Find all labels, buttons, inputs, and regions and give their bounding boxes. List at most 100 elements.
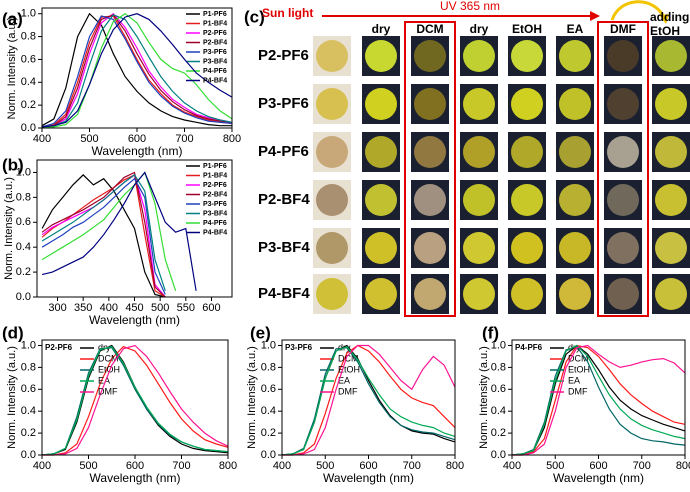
- spectrum-line: [41, 12, 233, 128]
- row-label: P3-PF6: [258, 95, 309, 112]
- spectrum-line: [41, 171, 197, 291]
- legend-label: P1-PF6: [203, 163, 227, 170]
- sample-powder: [559, 278, 591, 310]
- x-tick-label: 700: [403, 460, 421, 472]
- sample-label: P2-PF6: [45, 343, 73, 352]
- legend-label: P3-PF6: [203, 49, 227, 56]
- sample-powder: [511, 184, 543, 216]
- y-tick-label: 0.2: [16, 266, 31, 278]
- photo-grid: dry DCM dry EtOH EA DMF P2-PF6 P3-PF6 P4-PF6 P2-B…: [258, 22, 690, 314]
- sample-powder: [511, 88, 543, 120]
- sample-powder: [511, 40, 543, 72]
- x-tick-label: 400: [503, 460, 521, 472]
- y-tick-label: 0.4: [21, 76, 36, 88]
- y-axis-label: Norm. Intensity (a.u.): [3, 177, 15, 280]
- x-tick-label: 500: [316, 460, 334, 472]
- spectrum-line: [281, 347, 456, 456]
- x-axis-label: Wavelength (nm): [323, 471, 414, 485]
- spectrum-line: [281, 345, 456, 456]
- y-tick-label: 1.0: [16, 166, 31, 178]
- legend-label: DCM: [568, 353, 589, 363]
- spectrum-line: [41, 14, 233, 128]
- sample-label: P4-PF6: [515, 343, 543, 352]
- x-axis-label: Wavelength (nm): [89, 313, 180, 327]
- sample-powder: [316, 88, 348, 120]
- sun-light-label: Sun light: [262, 6, 313, 20]
- plot-frame: [511, 339, 686, 456]
- legend-label: P1-BF4: [203, 20, 227, 27]
- sample-powder: [559, 232, 591, 264]
- legend-label: P4-BF4: [203, 229, 227, 236]
- x-tick-label: 400: [33, 133, 51, 145]
- x-tick-label: 700: [175, 133, 193, 145]
- legend-label: EtOH: [98, 364, 120, 374]
- legend-label: P3-BF4: [203, 58, 227, 65]
- spectrum-line: [41, 12, 232, 127]
- y-tick-label: 1.0: [491, 339, 506, 351]
- y-tick-label: 0.0: [261, 449, 276, 461]
- sample-powder: [511, 232, 543, 264]
- uv-label: UV 365 nm: [440, 0, 500, 13]
- y-tick-label: 0.0: [16, 291, 31, 303]
- y-tick-label: 0.0: [21, 122, 36, 134]
- spectrum-line: [41, 171, 166, 298]
- add-arrow: [610, 0, 666, 21]
- spectrum-line: [41, 171, 177, 291]
- legend-label: P4-PF6: [203, 220, 227, 227]
- sample-powder: [607, 278, 639, 310]
- sample-powder: [607, 40, 639, 72]
- x-tick-label: 700: [633, 460, 651, 472]
- sample-powder: [607, 136, 639, 168]
- spectrum-line: [42, 344, 229, 456]
- panel-label: (a): [2, 9, 23, 28]
- x-tick-label: 500: [546, 460, 564, 472]
- spectrum-line: [41, 15, 233, 128]
- spectrum-line: [41, 177, 166, 295]
- x-tick-label: 800: [446, 460, 464, 472]
- legend-label: EA: [338, 375, 350, 385]
- x-axis-label: Wavelength (nm): [90, 471, 181, 485]
- x-tick-label: 400: [273, 460, 291, 472]
- adding-header-box: adding EtOH: [650, 10, 689, 38]
- sample-powder: [559, 184, 591, 216]
- row-label: P2-PF6: [258, 47, 309, 64]
- legend-label: P1-BF4: [203, 172, 227, 179]
- legend-label: EtOH: [568, 364, 590, 374]
- x-tick-label: 600: [202, 302, 220, 314]
- row-label: P4-PF6: [258, 143, 309, 160]
- row-label: P3-BF4: [258, 239, 310, 256]
- legend-label: P4-BF4: [203, 77, 227, 84]
- y-tick-label: 1.0: [261, 339, 276, 351]
- legend-label: DMF: [98, 386, 118, 396]
- spectrum-line: [42, 345, 229, 456]
- y-tick-label: 1.0: [21, 339, 36, 351]
- y-tick-label: 0.2: [491, 427, 506, 439]
- spectrum-line: [282, 344, 456, 456]
- x-tick-label: 300: [48, 302, 66, 314]
- sample-powder: [655, 136, 687, 168]
- sample-powder: [365, 136, 397, 168]
- x-tick-label: 450: [125, 302, 143, 314]
- legend-label: P3-PF6: [203, 201, 227, 208]
- y-tick-label: 0.6: [491, 383, 506, 395]
- x-tick-label: 550: [177, 302, 195, 314]
- legend-label: DCM: [338, 353, 359, 363]
- x-axis-label: Wavelength (nm): [92, 144, 183, 158]
- dcm-box: [404, 21, 456, 317]
- y-tick-label: 0.8: [21, 30, 36, 42]
- plot-frame: [36, 159, 233, 298]
- legend-label: dry: [98, 342, 111, 352]
- spectrum-line: [512, 344, 686, 456]
- x-tick-label: 800: [219, 460, 237, 472]
- spectrum-line: [41, 12, 233, 129]
- row-label: P2-BF4: [258, 191, 310, 208]
- y-tick-label: 0.8: [21, 361, 36, 373]
- dmf-box: [597, 21, 649, 317]
- x-tick-label: 800: [676, 460, 690, 472]
- sample-label: P3-PF6: [285, 343, 313, 352]
- column-header: dry: [470, 22, 489, 36]
- x-tick-label: 500: [79, 460, 97, 472]
- panel-label: (d): [2, 323, 24, 342]
- x-tick-label: 600: [359, 460, 377, 472]
